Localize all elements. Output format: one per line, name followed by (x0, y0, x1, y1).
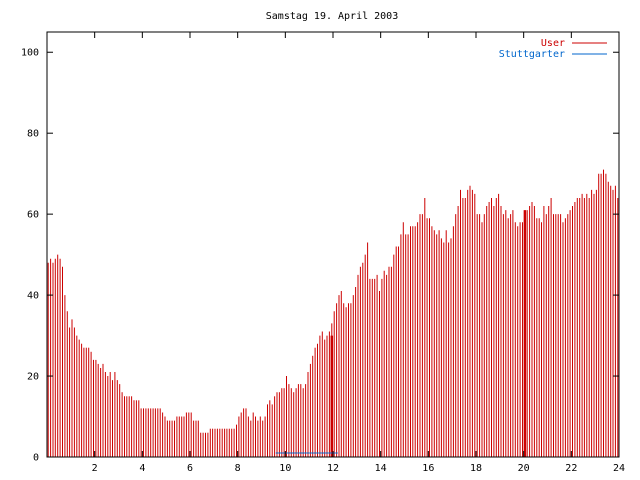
legend: User Stuttgarter (499, 38, 607, 60)
x-tick-label: 18 (470, 463, 482, 474)
x-tick-label: 14 (375, 463, 387, 474)
x-tick-label: 8 (235, 463, 241, 474)
y-tick-label: 100 (21, 48, 39, 59)
x-tick-label: 20 (518, 463, 530, 474)
y-tick-label: 60 (27, 210, 39, 221)
x-tick-label: 6 (187, 463, 193, 474)
x-tick-label: 16 (422, 463, 434, 474)
legend-label-stuttgarter: Stuttgarter (499, 49, 565, 60)
x-tick-label: 2 (92, 463, 98, 474)
legend-label-user: User (541, 38, 565, 49)
y-tick-label: 20 (27, 372, 39, 383)
x-tick-label: 10 (279, 463, 291, 474)
y-tick-label: 0 (33, 453, 39, 464)
y-tick-label: 40 (27, 291, 39, 302)
bars-group (47, 169, 619, 457)
x-tick-label: 24 (613, 463, 625, 474)
x-tick-label: 4 (139, 463, 145, 474)
chart-title: Samstag 19. April 2003 (266, 11, 398, 22)
y-tick-label: 80 (27, 129, 39, 140)
x-tick-label: 22 (565, 463, 577, 474)
x-tick-label: 12 (327, 463, 339, 474)
